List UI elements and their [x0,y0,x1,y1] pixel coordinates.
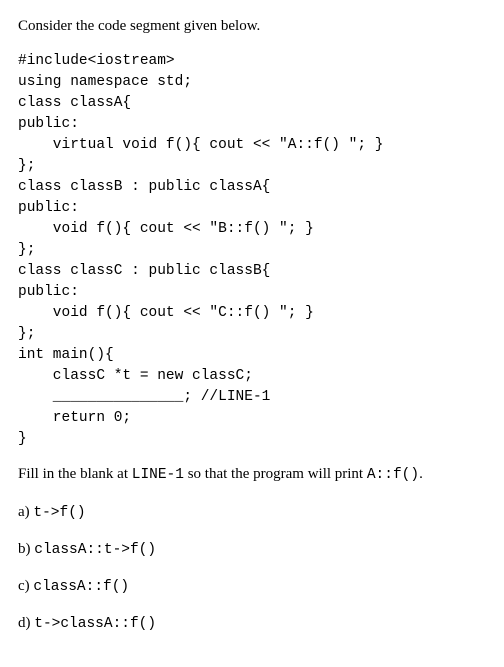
option-code: classA::f() [33,579,129,595]
question-mid: so that the program will print [184,466,367,482]
option-c: c) classA::f() [18,576,486,597]
option-label: a) [18,504,33,520]
question-text: Fill in the blank at LINE-1 so that the … [18,464,486,485]
option-b: b) classA::t->f() [18,539,486,560]
option-label: c) [18,578,33,594]
option-label: d) [18,615,34,631]
question-suffix: . [419,466,423,482]
option-code: classA::t->f() [34,542,156,558]
option-label: b) [18,541,34,557]
option-code: t->classA::f() [34,616,156,632]
option-code: t->f() [33,505,85,521]
code-segment: #include<iostream> using namespace std; … [18,51,486,450]
question-line-ref: LINE-1 [132,467,184,483]
question-answer-ref: A::f() [367,467,419,483]
question-prefix: Fill in the blank at [18,466,132,482]
intro-text: Consider the code segment given below. [18,16,486,37]
option-a: a) t->f() [18,502,486,523]
option-d: d) t->classA::f() [18,613,486,634]
